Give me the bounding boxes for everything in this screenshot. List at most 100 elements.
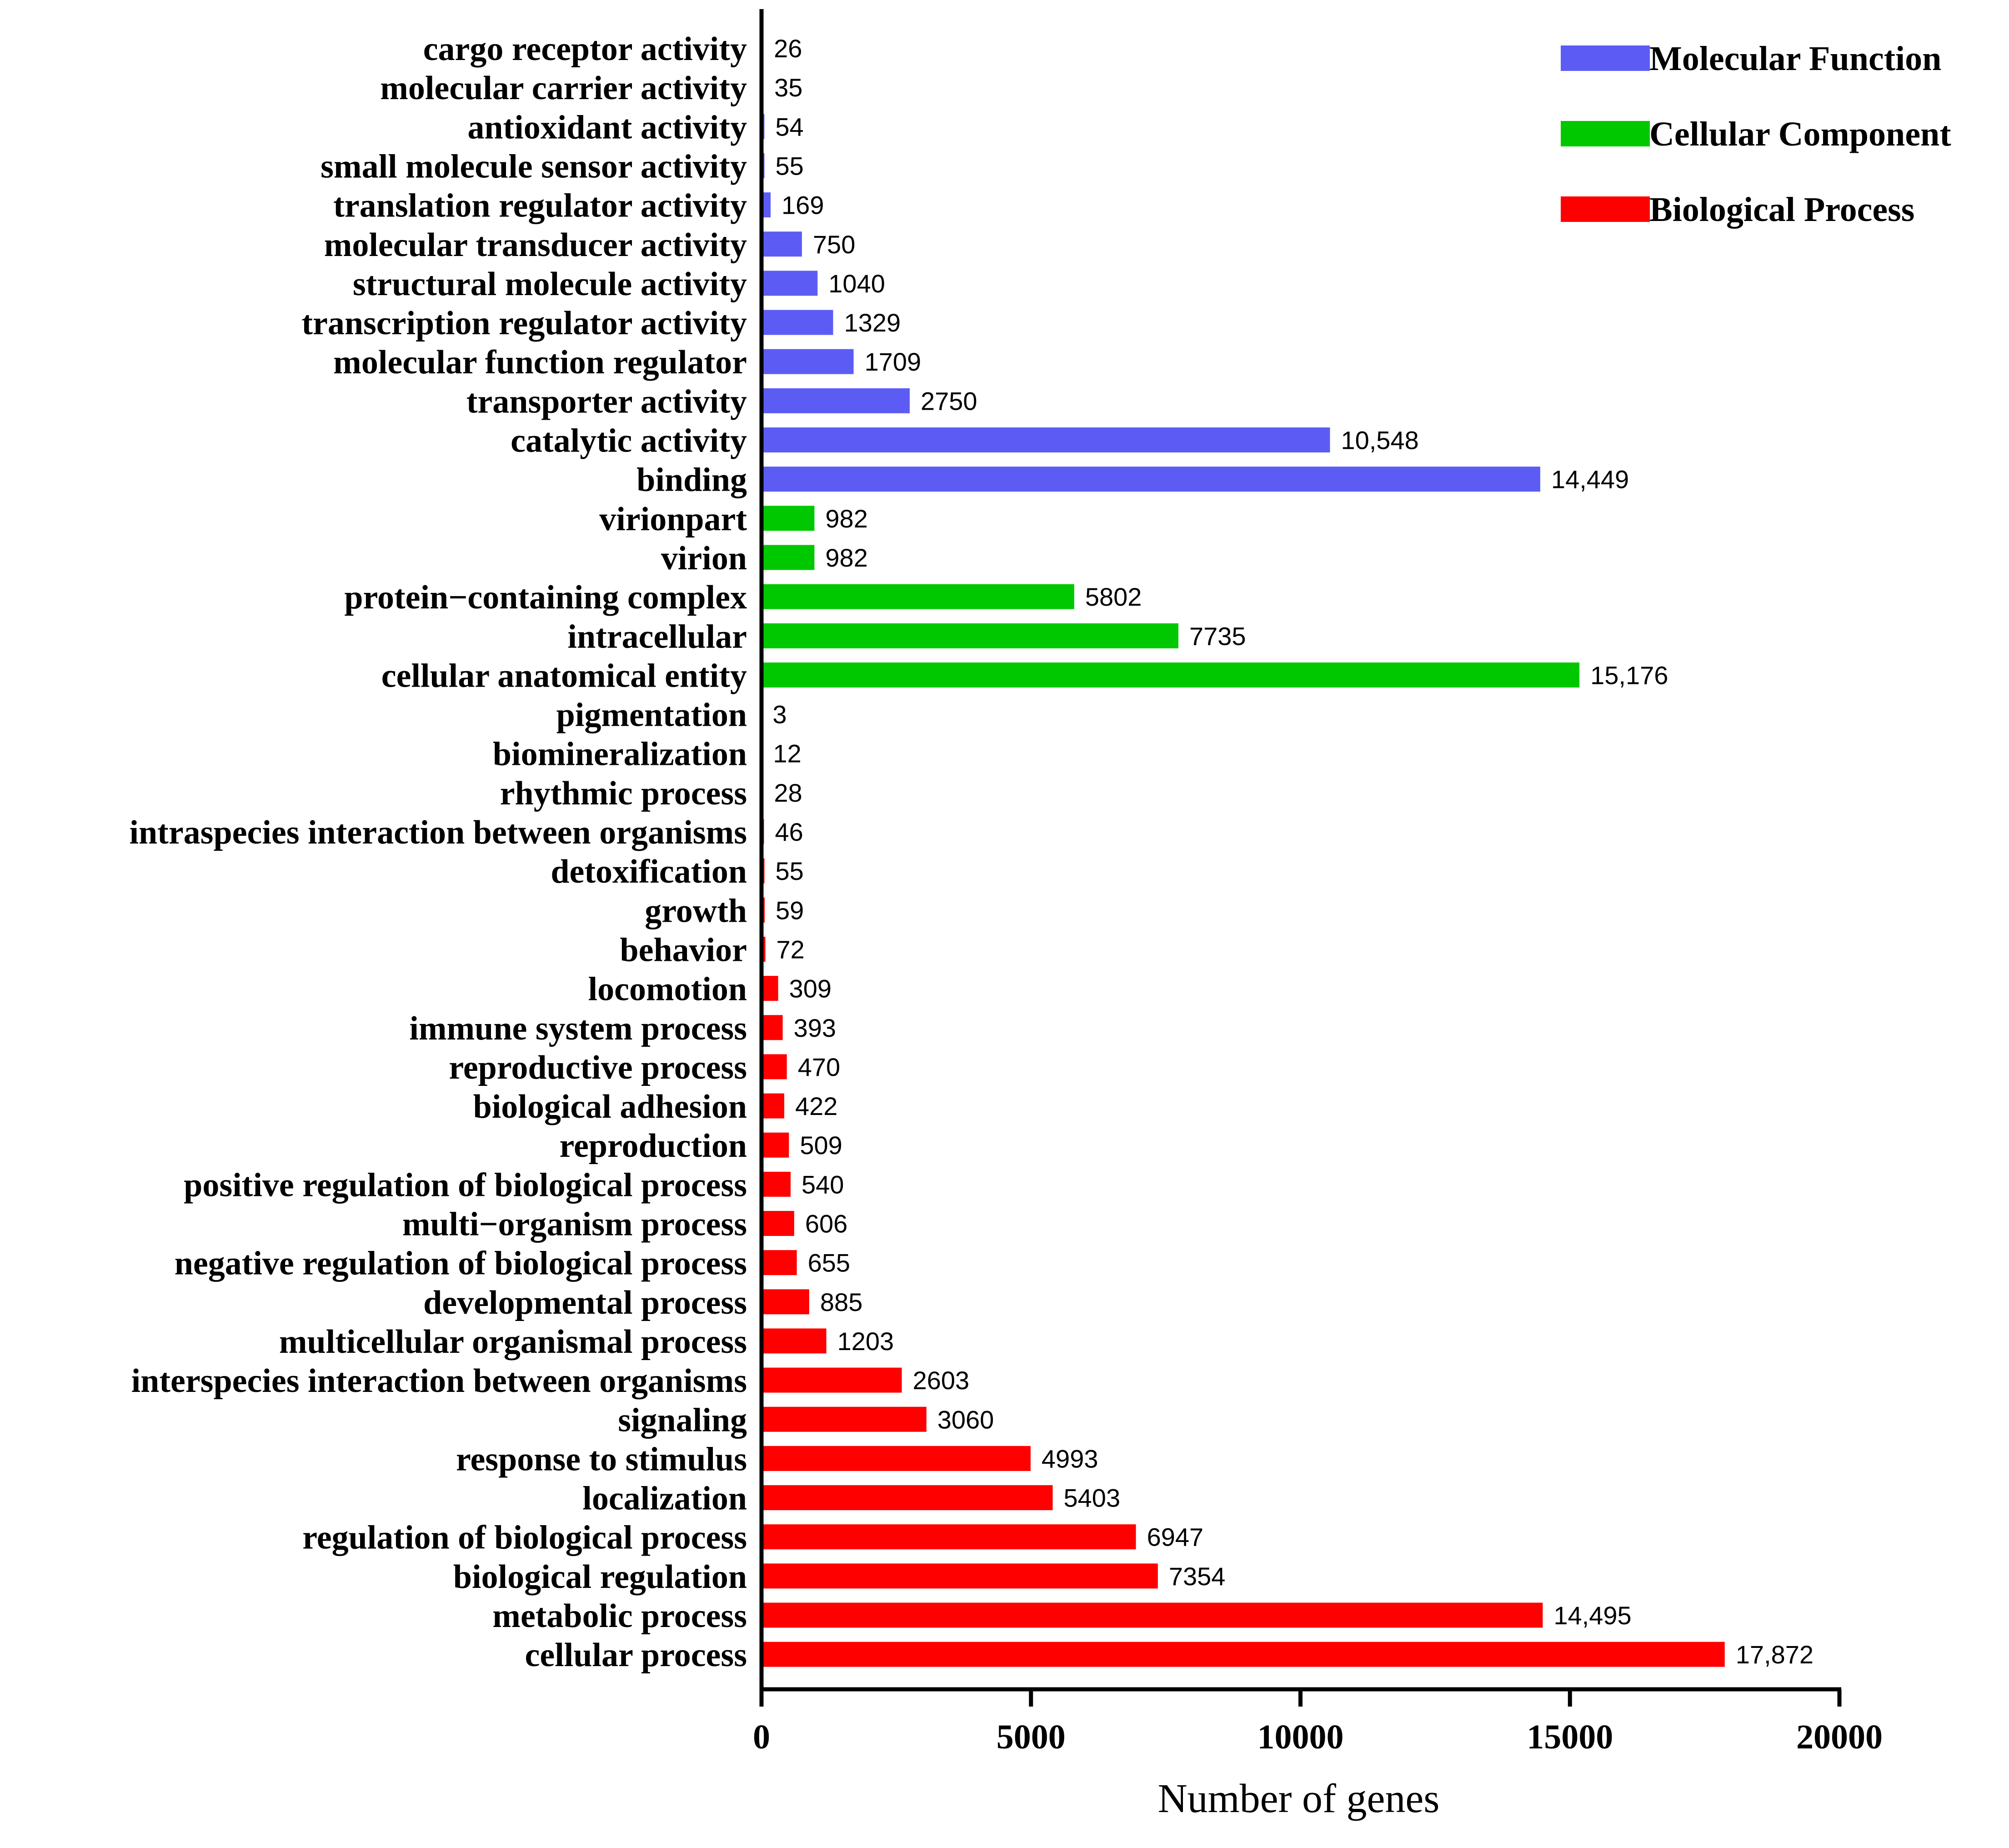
bar-transcription-regulator-activity bbox=[762, 310, 833, 335]
value-label-signaling: 3060 bbox=[937, 1405, 994, 1434]
category-label-structural-molecule-activity: structural molecule activity bbox=[353, 266, 747, 303]
value-label-growth: 59 bbox=[776, 896, 804, 924]
value-label-response-to-stimulus: 4993 bbox=[1042, 1444, 1098, 1473]
value-label-biomineralization: 12 bbox=[773, 739, 801, 768]
category-label-reproduction: reproduction bbox=[559, 1127, 747, 1165]
bar-transporter-activity bbox=[762, 388, 910, 413]
category-label-locomotion: locomotion bbox=[588, 971, 747, 1008]
bar-positive-regulation-of-biological-process bbox=[762, 1171, 791, 1197]
category-label-detoxification: detoxification bbox=[551, 853, 747, 890]
value-label-catalytic-activity: 10,548 bbox=[1341, 426, 1418, 455]
value-label-rhythmic-process: 28 bbox=[774, 778, 802, 807]
category-label-antioxidant-activity: antioxidant activity bbox=[467, 109, 747, 146]
category-label-growth: growth bbox=[645, 892, 747, 929]
category-label-interspecies-interaction-between-organisms: interspecies interaction between organis… bbox=[131, 1362, 747, 1400]
value-labels: 26 35 54 55 169 750 1040 1329 1709 2750 10,548 14,4… bbox=[772, 34, 1814, 1669]
bar-virionpart bbox=[762, 506, 815, 531]
value-label-negative-regulation-of-biological-process: 655 bbox=[808, 1249, 850, 1277]
x-axis-title: Number of genes bbox=[1158, 1776, 1440, 1821]
value-label-cellular-anatomical-entity: 15,176 bbox=[1590, 661, 1668, 689]
category-label-positive-regulation-of-biological-process: positive regulation of biological proces… bbox=[184, 1166, 747, 1204]
value-label-molecular-carrier-activity: 35 bbox=[774, 73, 802, 102]
bar-locomotion bbox=[762, 976, 778, 1001]
bar-regulation-of-biological-process bbox=[762, 1524, 1136, 1550]
legend-label-molecular-function: Molecular Function bbox=[1649, 40, 1941, 78]
x-tick-label: 10000 bbox=[1258, 1718, 1344, 1756]
category-label-behavior: behavior bbox=[620, 931, 747, 969]
value-label-protein-containing-complex: 5802 bbox=[1085, 583, 1142, 611]
value-label-interspecies-interaction-between-organisms: 2603 bbox=[913, 1366, 970, 1395]
category-label-virion: virion bbox=[661, 540, 747, 577]
value-label-intracellular: 7735 bbox=[1189, 622, 1246, 650]
value-label-transporter-activity: 2750 bbox=[921, 387, 977, 415]
x-axis-ticks: 0 5000 10000 15000 20000 bbox=[753, 1689, 1883, 1756]
value-label-transcription-regulator-activity: 1329 bbox=[844, 308, 901, 337]
x-tick-label: 5000 bbox=[997, 1718, 1066, 1756]
category-label-intracellular: intracellular bbox=[567, 618, 747, 655]
legend-swatch-molecular-function bbox=[1561, 45, 1650, 71]
bar-reproduction bbox=[762, 1132, 789, 1158]
bar-intracellular bbox=[762, 623, 1178, 648]
value-label-regulation-of-biological-process: 6947 bbox=[1147, 1523, 1204, 1552]
bar-negative-regulation-of-biological-process bbox=[762, 1250, 797, 1276]
category-label-negative-regulation-of-biological-process: negative regulation of biological proces… bbox=[175, 1245, 747, 1282]
value-label-reproductive-process: 470 bbox=[798, 1053, 840, 1081]
category-label-biological-adhesion: biological adhesion bbox=[473, 1088, 747, 1125]
legend: Molecular Function Cellular Component Biol… bbox=[1561, 40, 1951, 229]
value-label-small-molecule-sensor-activity: 55 bbox=[776, 151, 804, 180]
category-label-molecular-transducer-activity: molecular transducer activity bbox=[324, 226, 747, 264]
bar-metabolic-process bbox=[762, 1602, 1543, 1628]
bar-reproductive-process bbox=[762, 1054, 787, 1080]
value-label-antioxidant-activity: 54 bbox=[775, 112, 803, 141]
value-label-cellular-process: 17,872 bbox=[1736, 1640, 1814, 1669]
category-label-molecular-function-regulator: molecular function regulator bbox=[333, 344, 747, 381]
bar-immune-system-process bbox=[762, 1015, 783, 1040]
category-label-biological-regulation: biological regulation bbox=[453, 1558, 747, 1596]
category-label-intraspecies-interaction-between-organisms: intraspecies interaction between organis… bbox=[129, 814, 747, 851]
category-label-biomineralization: biomineralization bbox=[493, 736, 747, 773]
value-label-cargo-receptor-activity: 26 bbox=[774, 34, 802, 63]
category-label-regulation-of-biological-process: regulation of biological process bbox=[302, 1519, 747, 1557]
category-label-multicellular-organismal-process: multicellular organismal process bbox=[279, 1323, 747, 1361]
bar-developmental-process bbox=[762, 1289, 809, 1315]
bar-multi-organism-process bbox=[762, 1211, 794, 1236]
value-label-pigmentation: 3 bbox=[772, 700, 787, 729]
bar-multicellular-organismal-process bbox=[762, 1328, 827, 1354]
bar-translation-regulator-activity bbox=[762, 192, 771, 218]
value-label-reproduction: 509 bbox=[800, 1131, 842, 1160]
bar-molecular-function-regulator bbox=[762, 349, 854, 374]
bar-protein-containing-complex bbox=[762, 584, 1074, 609]
bar-binding bbox=[762, 467, 1540, 492]
value-label-intraspecies-interaction-between-organisms: 46 bbox=[775, 818, 803, 846]
value-label-binding: 14,449 bbox=[1551, 465, 1629, 494]
x-tick-label: 15000 bbox=[1527, 1718, 1613, 1756]
category-label-virionpart: virionpart bbox=[599, 501, 747, 538]
value-label-localization: 5403 bbox=[1064, 1484, 1121, 1512]
category-label-rhythmic-process: rhythmic process bbox=[500, 775, 747, 812]
category-label-multi-organism-process: multi−organism process bbox=[402, 1206, 747, 1243]
value-label-metabolic-process: 14,495 bbox=[1553, 1601, 1631, 1630]
value-label-multi-organism-process: 606 bbox=[805, 1210, 847, 1238]
legend-swatch-cellular-component bbox=[1561, 121, 1650, 146]
bars-group bbox=[762, 35, 1725, 1667]
value-label-molecular-function-regulator: 1709 bbox=[865, 347, 922, 376]
x-tick-label: 0 bbox=[753, 1718, 770, 1756]
value-label-positive-regulation-of-biological-process: 540 bbox=[802, 1170, 844, 1199]
value-label-multicellular-organismal-process: 1203 bbox=[837, 1327, 894, 1356]
value-label-immune-system-process: 393 bbox=[794, 1014, 836, 1042]
bar-virion bbox=[762, 545, 815, 570]
category-label-signaling: signaling bbox=[618, 1401, 747, 1439]
category-label-cellular-process: cellular process bbox=[525, 1637, 747, 1674]
value-label-molecular-transducer-activity: 750 bbox=[813, 230, 855, 259]
category-label-transporter-activity: transporter activity bbox=[466, 383, 747, 420]
bar-molecular-transducer-activity bbox=[762, 231, 802, 257]
value-label-structural-molecule-activity: 1040 bbox=[828, 269, 885, 298]
bar-response-to-stimulus bbox=[762, 1446, 1031, 1471]
category-label-immune-system-process: immune system process bbox=[409, 1010, 747, 1047]
category-label-reproductive-process: reproductive process bbox=[449, 1049, 747, 1086]
value-label-biological-adhesion: 422 bbox=[795, 1092, 837, 1120]
category-label-developmental-process: developmental process bbox=[423, 1284, 747, 1321]
value-label-virionpart: 982 bbox=[825, 504, 867, 533]
bar-cellular-anatomical-entity bbox=[762, 662, 1580, 688]
